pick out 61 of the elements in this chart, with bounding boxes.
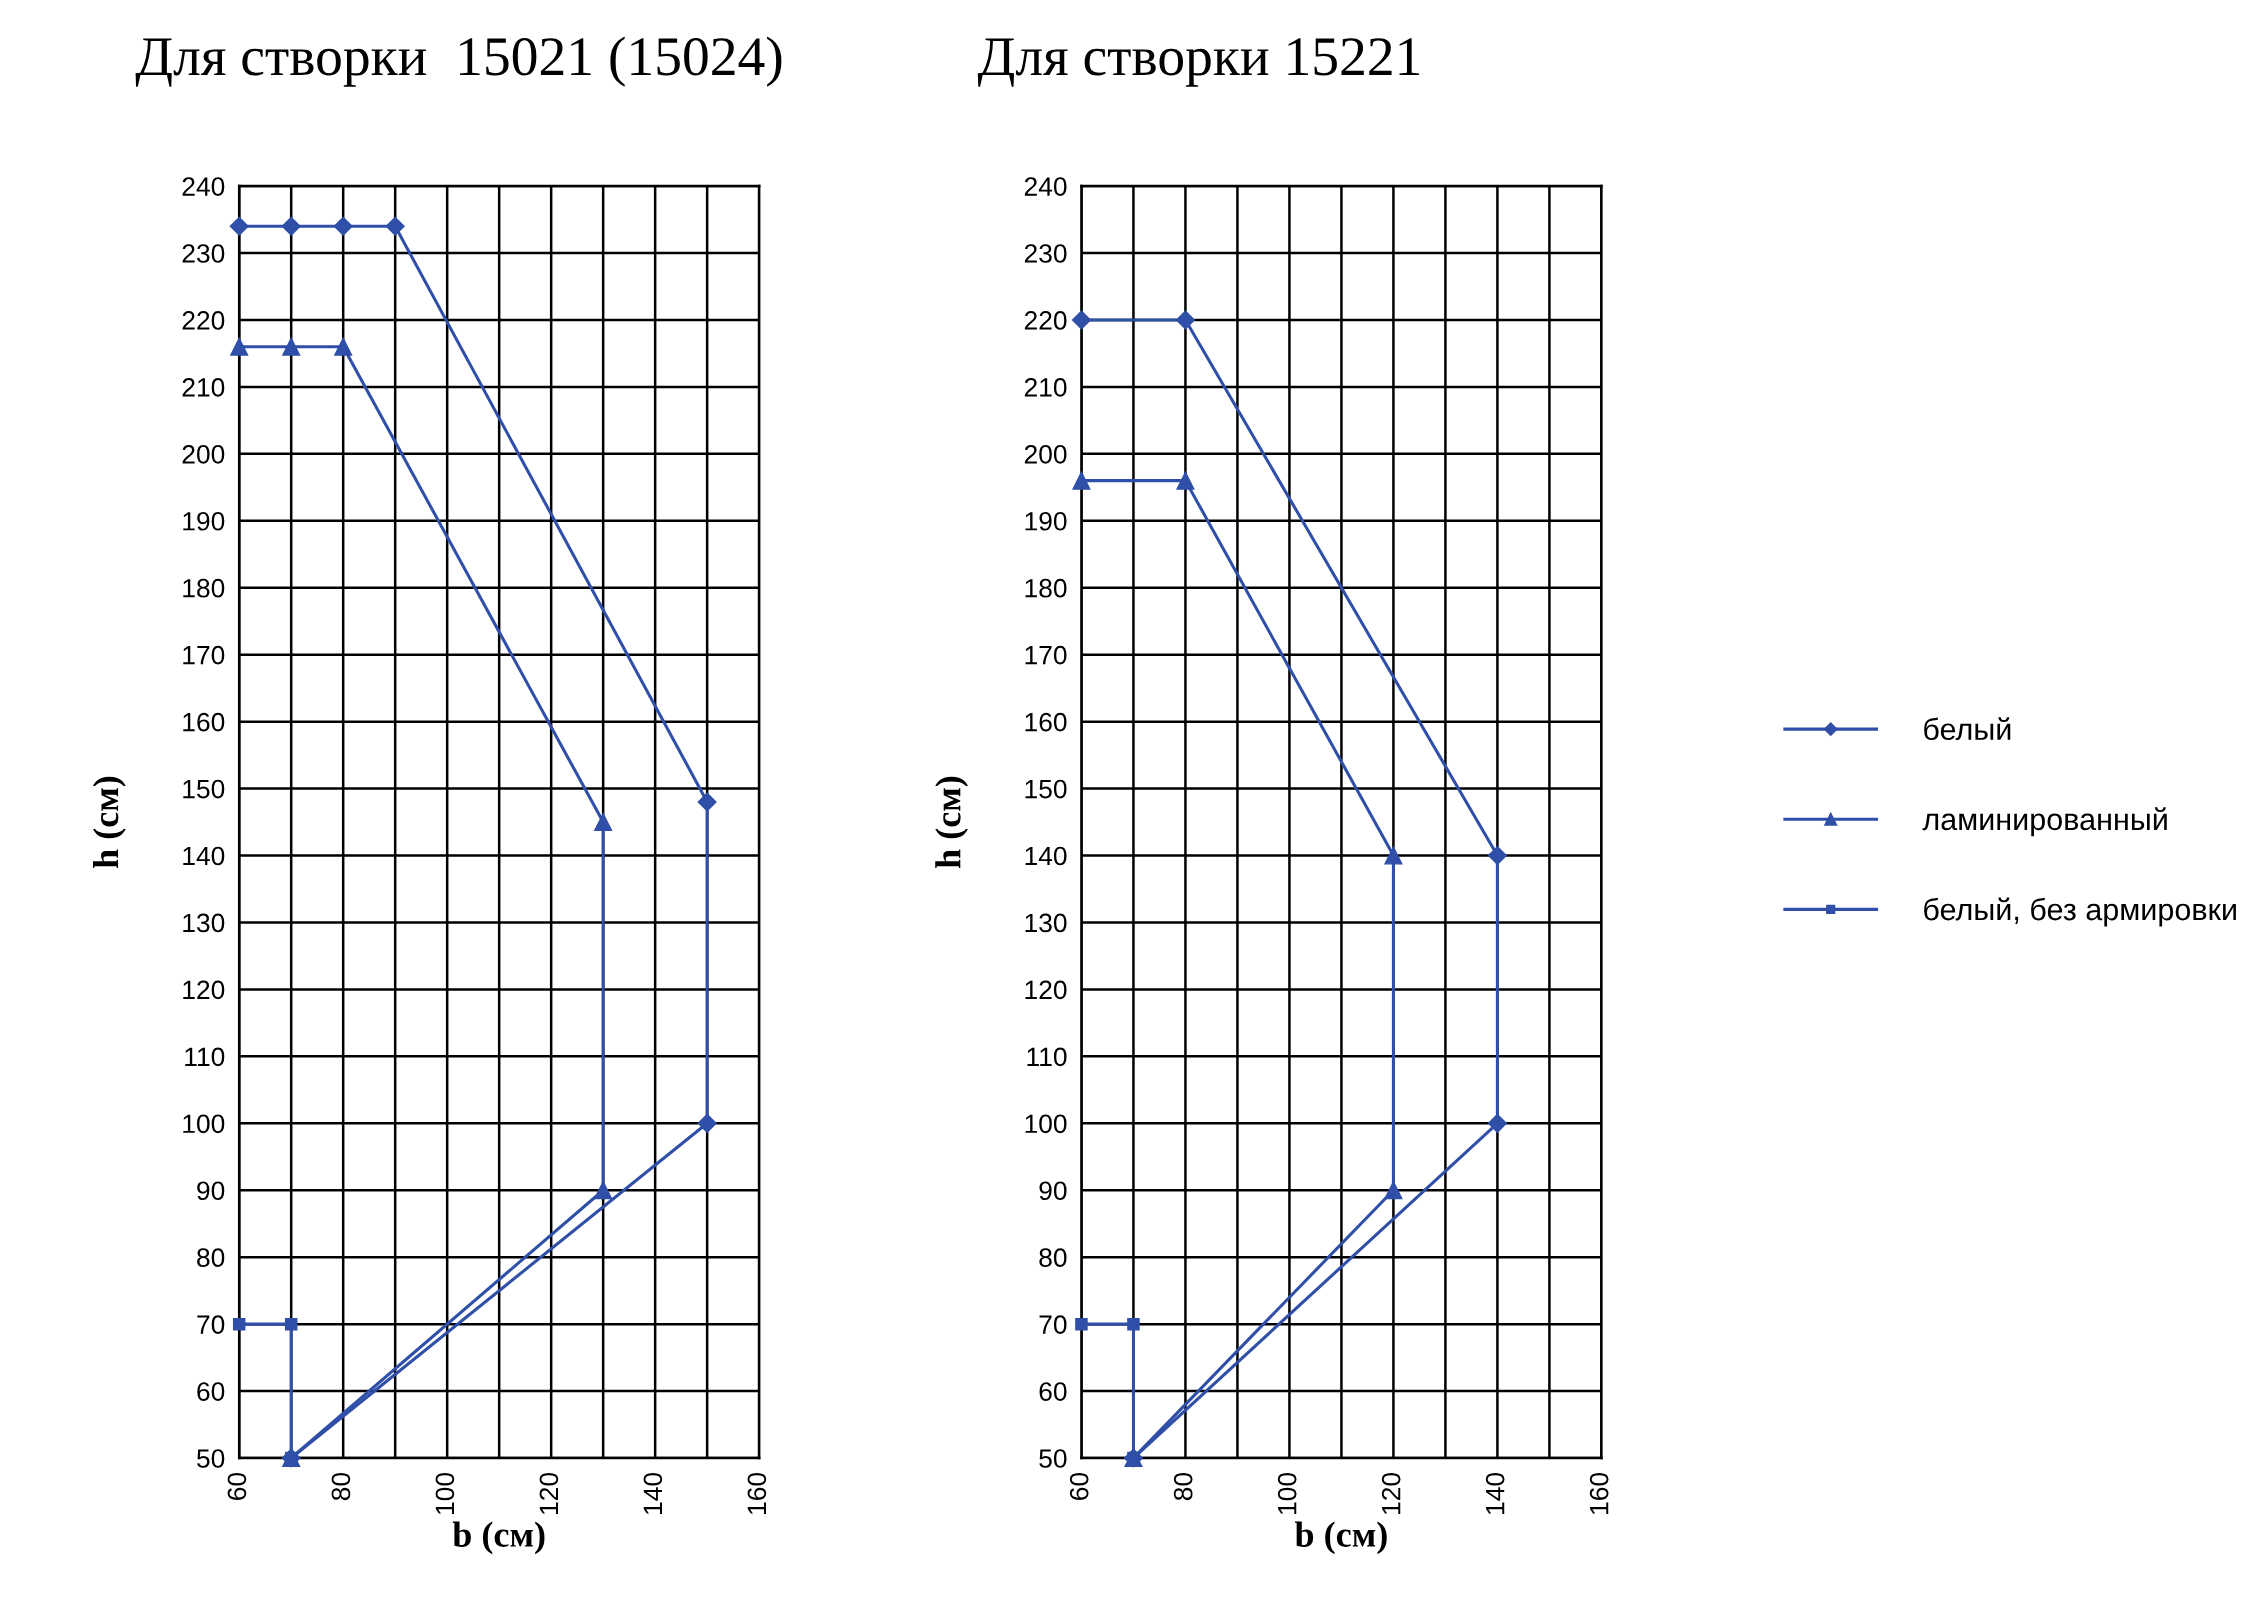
y-tick-label: 180 bbox=[183, 578, 225, 598]
x-axis-title: b (см) bbox=[1294, 1521, 1387, 1555]
chart-title: Для створки 15221 bbox=[977, 38, 1420, 87]
y-tick-label: 240 bbox=[182, 177, 225, 196]
chart-title: Для створки 15021 (15024) bbox=[135, 36, 782, 87]
x-tick-label: 80 bbox=[331, 1472, 351, 1501]
y-tick-label: 190 bbox=[183, 511, 225, 531]
y-tick-label: 110 bbox=[1027, 1047, 1067, 1067]
y-tick-label: 210 bbox=[1024, 378, 1067, 397]
y-tick-label: 90 bbox=[197, 1181, 225, 1201]
x-tick-label: 140 bbox=[1485, 1472, 1505, 1514]
x-tick-label: 140 bbox=[643, 1472, 663, 1514]
x-axis-title: b (см) bbox=[452, 1521, 545, 1555]
y-tick-label: 170 bbox=[183, 645, 225, 665]
y-tick-label: 220 bbox=[182, 311, 225, 330]
y-tick-label: 110 bbox=[185, 1047, 225, 1067]
x-tick-label: 160 bbox=[1589, 1472, 1609, 1514]
y-tick-label: 50 bbox=[197, 1449, 225, 1468]
y-tick-label: 220 bbox=[1024, 311, 1067, 330]
legend-label: ламинированный bbox=[1922, 807, 2167, 837]
y-tick-label: 100 bbox=[183, 1114, 225, 1134]
y-tick-label: 150 bbox=[1025, 779, 1067, 799]
y-tick-label: 210 bbox=[182, 378, 225, 397]
y-tick-label: 190 bbox=[1025, 511, 1067, 531]
y-tick-label: 90 bbox=[1039, 1181, 1067, 1201]
y-tick-label: 130 bbox=[1025, 913, 1067, 933]
y-tick-label: 160 bbox=[183, 712, 225, 732]
y-tick-label: 200 bbox=[182, 444, 225, 464]
legend-label: белый bbox=[1924, 717, 2011, 741]
y-tick-label: 140 bbox=[1025, 846, 1067, 866]
x-tick-label: 100 bbox=[435, 1472, 455, 1514]
x-tick-label: 120 bbox=[1381, 1472, 1401, 1514]
y-tick-label: 60 bbox=[1039, 1382, 1067, 1401]
y-tick-label: 120 bbox=[1025, 980, 1067, 1000]
x-tick-label: 160 bbox=[747, 1472, 767, 1514]
y-tick-label: 70 bbox=[197, 1315, 225, 1334]
x-tick-label: 60 bbox=[1069, 1472, 1089, 1500]
y-tick-label: 240 bbox=[1024, 177, 1067, 196]
y-tick-label: 120 bbox=[183, 980, 225, 1000]
y-tick-label: 80 bbox=[197, 1248, 225, 1268]
y-tick-label: 50 bbox=[1039, 1449, 1067, 1468]
x-tick-label: 100 bbox=[1277, 1472, 1297, 1514]
y-tick-label: 150 bbox=[183, 779, 225, 799]
y-axis-title: h (см) bbox=[92, 776, 126, 869]
x-tick-label: 80 bbox=[1173, 1472, 1193, 1501]
legend-label: белый, без армировки bbox=[1924, 897, 2236, 927]
y-tick-label: 100 bbox=[1025, 1114, 1067, 1134]
y-tick-label: 160 bbox=[1025, 712, 1067, 732]
y-tick-label: 60 bbox=[197, 1382, 225, 1401]
y-tick-label: 140 bbox=[183, 846, 225, 866]
y-tick-label: 80 bbox=[1039, 1248, 1067, 1268]
y-tick-label: 170 bbox=[1025, 645, 1067, 665]
y-tick-label: 70 bbox=[1039, 1315, 1067, 1334]
y-tick-label: 180 bbox=[1025, 578, 1067, 598]
y-tick-label: 230 bbox=[182, 244, 225, 263]
y-axis-title: h (см) bbox=[935, 776, 968, 869]
y-tick-label: 130 bbox=[183, 913, 225, 933]
x-tick-label: 60 bbox=[227, 1472, 247, 1500]
y-tick-label: 230 bbox=[1024, 244, 1067, 263]
x-tick-label: 120 bbox=[539, 1472, 559, 1514]
y-tick-label: 200 bbox=[1024, 444, 1067, 464]
